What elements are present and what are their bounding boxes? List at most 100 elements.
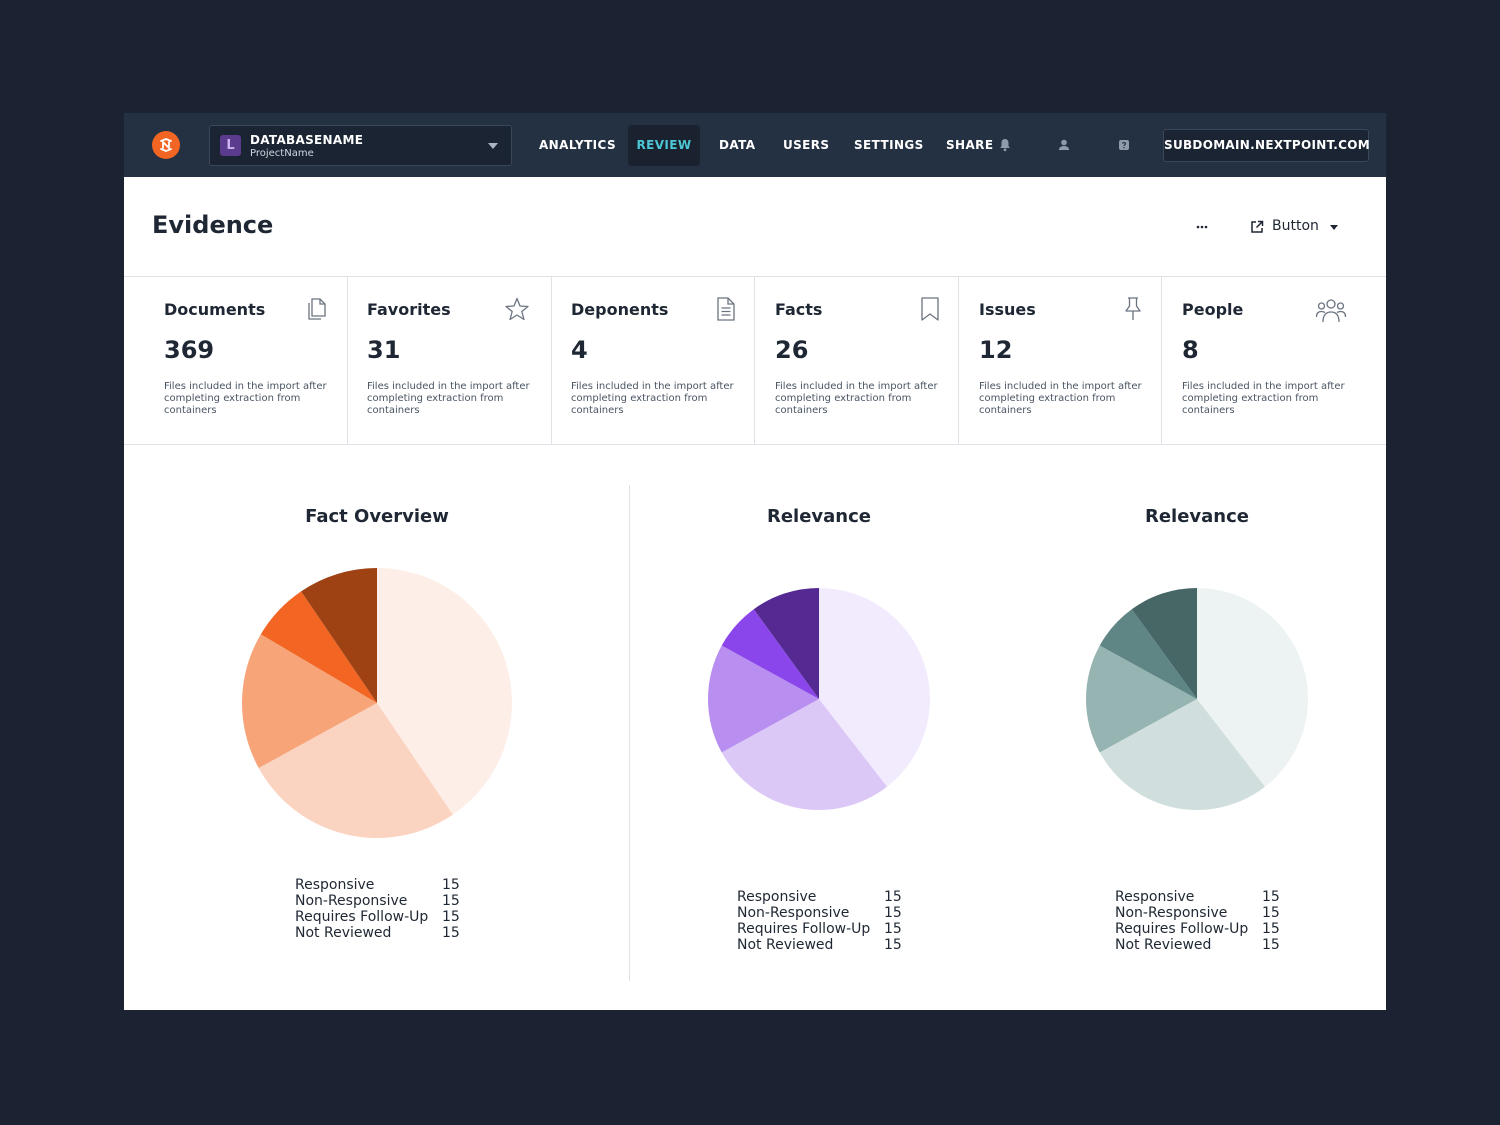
stat-label: Facts (775, 300, 823, 319)
bookmark-icon (921, 297, 939, 321)
stat-deponents[interactable]: Deponents 4 Files included in the import… (552, 277, 755, 444)
stat-value: 31 (367, 336, 401, 364)
app-window: L DATABASENAME ProjectName ANALYTICS REV… (124, 113, 1386, 1010)
people-icon (1315, 299, 1347, 323)
pie-slice[interactable] (242, 634, 377, 769)
pie-slice[interactable] (1131, 588, 1197, 699)
pie-slice[interactable] (708, 645, 819, 753)
star-icon (505, 297, 529, 321)
chart-divider (629, 485, 630, 981)
legend-label: Not Reviewed (737, 937, 834, 953)
logo-icon[interactable] (152, 131, 180, 159)
top-navigation: L DATABASENAME ProjectName ANALYTICS REV… (124, 113, 1386, 177)
stat-label: Issues (979, 300, 1036, 319)
nav-settings[interactable]: SETTINGS (854, 138, 924, 152)
legend-value: 15 (884, 921, 902, 937)
legend-label: Not Reviewed (295, 925, 392, 941)
user-icon[interactable] (1056, 137, 1072, 153)
stat-description: Files included in the import after compl… (979, 381, 1142, 416)
pie-slice[interactable] (753, 588, 819, 699)
legend-value: 15 (884, 889, 902, 905)
stat-description: Files included in the import after compl… (164, 381, 327, 416)
pie-slice[interactable] (819, 588, 930, 787)
stat-value: 12 (979, 336, 1013, 364)
pie-chart-relevance[interactable] (708, 588, 930, 810)
pie-slice[interactable] (721, 699, 888, 810)
stat-description: Files included in the import after compl… (367, 381, 530, 416)
legend-label: Requires Follow-Up (1115, 921, 1249, 937)
legend-label: Non-Responsive (295, 893, 408, 909)
pie-chart-relevance-2[interactable] (1086, 588, 1308, 810)
legend-label: Requires Follow-Up (295, 909, 429, 925)
legend-value: 15 (884, 905, 902, 921)
bell-icon[interactable] (997, 137, 1013, 153)
chart-title-fact-overview: Fact Overview (305, 506, 449, 527)
stat-label: Documents (164, 300, 266, 319)
page-title: Evidence (152, 211, 274, 239)
pie-slice[interactable] (1099, 609, 1197, 699)
legend-value: 15 (1262, 937, 1280, 953)
subdomain-button[interactable]: SUBDOMAIN.NEXTPOINT.COM (1163, 129, 1370, 162)
stat-people[interactable]: People 8 Files included in the import af… (1162, 277, 1386, 444)
stat-value: 26 (775, 336, 809, 364)
stat-description: Files included in the import after compl… (775, 381, 938, 416)
stats-row: Documents 369 Files included in the impo… (124, 276, 1386, 445)
legend-label: Not Reviewed (1115, 937, 1212, 953)
pie-slice[interactable] (301, 568, 377, 703)
legend-label: Non-Responsive (1115, 905, 1228, 921)
nav-data[interactable]: DATA (719, 138, 756, 152)
button-label: Button (1272, 218, 1319, 234)
pie-slice[interactable] (258, 703, 453, 838)
stat-favorites[interactable]: Favorites 31 Files included in the impor… (348, 277, 552, 444)
pin-icon (1125, 297, 1141, 320)
pie-chart-fact-overview[interactable] (242, 568, 512, 838)
project-name: ProjectName (250, 148, 314, 159)
chevron-down-icon (488, 143, 498, 149)
file-text-icon (717, 297, 735, 321)
nav-users[interactable]: USERS (783, 138, 830, 152)
chart-title-relevance-2: Relevance (1144, 506, 1250, 527)
documents-icon (308, 298, 326, 320)
stat-label: Deponents (571, 300, 669, 319)
legend-value: 15 (1262, 889, 1280, 905)
chart-title-relevance: Relevance (766, 506, 872, 527)
pie-slice[interactable] (260, 591, 377, 703)
stat-value: 8 (1182, 336, 1199, 364)
legend-label: Responsive (1115, 889, 1195, 905)
caret-down-icon (1330, 225, 1338, 230)
legend-label: Responsive (295, 877, 375, 893)
external-link-icon (1251, 220, 1264, 233)
legend-value: 15 (442, 909, 460, 925)
nav-review[interactable]: REVIEW (628, 125, 700, 166)
nav-share[interactable]: SHARE (946, 138, 994, 152)
stat-description: Files included in the import after compl… (571, 381, 734, 416)
pie-slice[interactable] (377, 568, 512, 815)
stat-issues[interactable]: Issues 12 Files included in the import a… (959, 277, 1162, 444)
legend-label: Requires Follow-Up (737, 921, 871, 937)
database-selector[interactable]: L DATABASENAME ProjectName (209, 125, 512, 166)
legend-value: 15 (442, 877, 460, 893)
legend-value: 15 (442, 893, 460, 909)
stat-value: 369 (164, 336, 215, 364)
legend-value: 15 (1262, 905, 1280, 921)
stat-value: 4 (571, 336, 588, 364)
stat-description: Files included in the import after compl… (1182, 381, 1345, 416)
stat-label: Favorites (367, 300, 451, 319)
stat-facts[interactable]: Facts 26 Files included in the import af… (755, 277, 959, 444)
legend-label: Responsive (737, 889, 817, 905)
stat-label: People (1182, 300, 1244, 319)
nav-analytics[interactable]: ANALYTICS (539, 138, 617, 152)
pie-slice[interactable] (1197, 588, 1308, 787)
more-options-button[interactable] (1192, 217, 1212, 237)
pie-slice[interactable] (1086, 645, 1197, 753)
pie-slice[interactable] (721, 609, 819, 699)
legend-value: 15 (442, 925, 460, 941)
legend-value: 15 (1262, 921, 1280, 937)
stat-documents[interactable]: Documents 369 Files included in the impo… (124, 277, 348, 444)
pie-slice[interactable] (1099, 699, 1266, 810)
database-badge: L (220, 135, 241, 156)
more-icon (1196, 225, 1208, 229)
legend-value: 15 (884, 937, 902, 953)
help-icon[interactable] (1116, 137, 1132, 153)
database-name: DATABASENAME (250, 133, 364, 147)
